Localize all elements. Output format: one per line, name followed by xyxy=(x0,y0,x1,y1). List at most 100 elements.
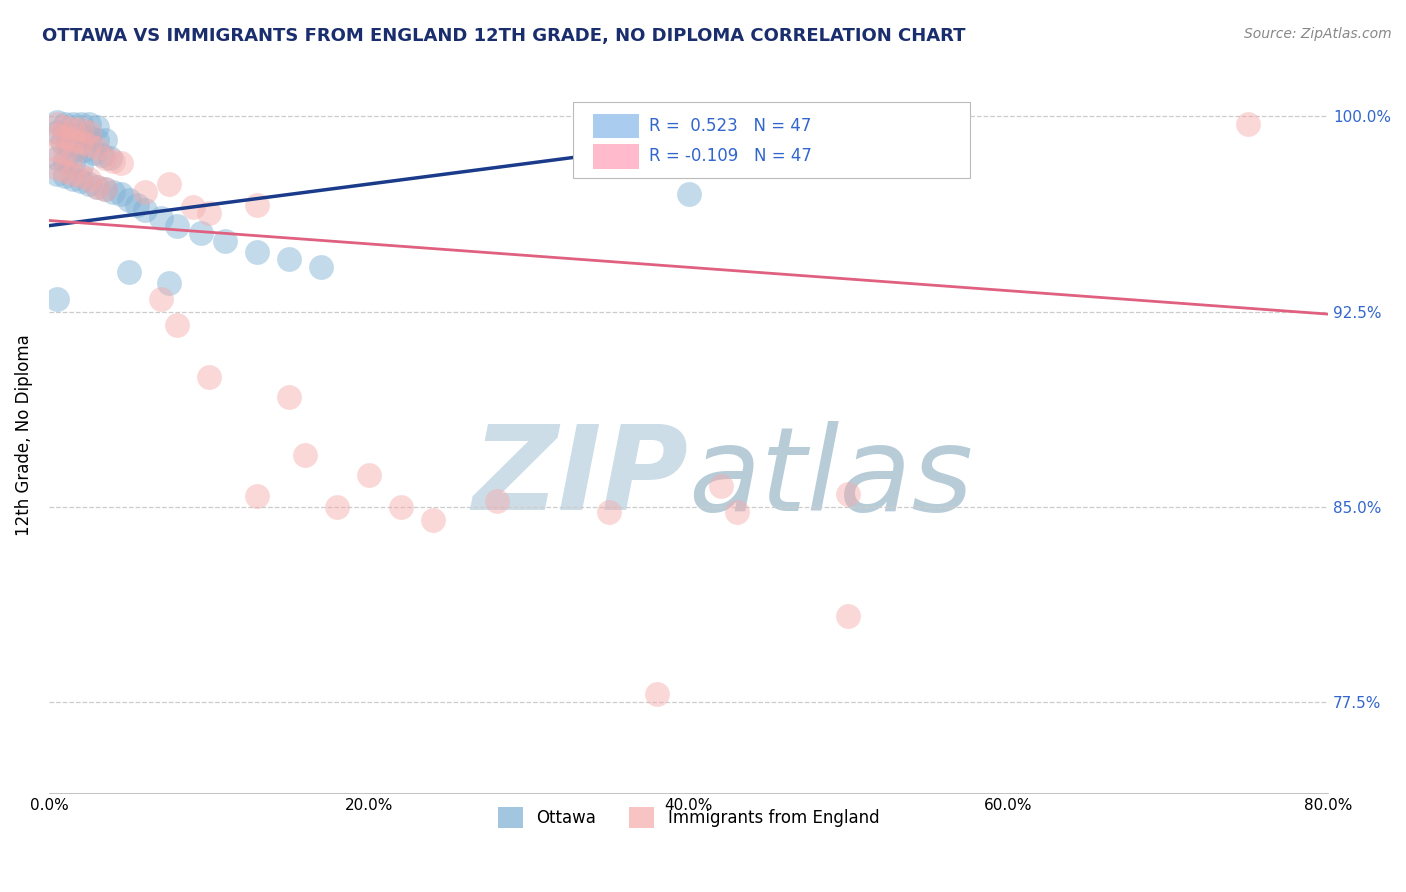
Text: atlas: atlas xyxy=(689,421,973,535)
Point xyxy=(485,494,508,508)
Point xyxy=(46,125,69,139)
Point xyxy=(62,156,84,170)
Point xyxy=(62,128,84,142)
Point xyxy=(157,177,180,191)
Point xyxy=(53,120,76,134)
Point xyxy=(70,136,93,150)
Point xyxy=(46,292,69,306)
Point xyxy=(62,117,84,131)
Point xyxy=(149,292,172,306)
Point xyxy=(53,145,76,160)
Point xyxy=(62,167,84,181)
Point xyxy=(46,161,69,176)
Point xyxy=(46,114,69,128)
Point xyxy=(56,138,79,153)
Point xyxy=(51,136,73,150)
Point xyxy=(53,169,76,184)
Point xyxy=(77,125,100,139)
Point xyxy=(70,122,93,136)
Point xyxy=(157,276,180,290)
Point xyxy=(90,148,112,162)
Point xyxy=(94,182,117,196)
Point xyxy=(46,117,69,131)
Point xyxy=(837,486,859,500)
Point xyxy=(198,205,221,219)
Legend: Ottawa, Immigrants from England: Ottawa, Immigrants from England xyxy=(491,801,886,834)
Point xyxy=(725,505,748,519)
Point xyxy=(77,177,100,191)
Point xyxy=(53,153,76,168)
Point xyxy=(83,145,105,160)
Point xyxy=(246,198,269,212)
Point xyxy=(98,151,121,165)
Point xyxy=(110,187,132,202)
FancyBboxPatch shape xyxy=(592,114,638,138)
Point xyxy=(326,500,349,514)
Point xyxy=(101,185,124,199)
Point xyxy=(46,151,69,165)
Point xyxy=(166,318,188,332)
Point xyxy=(53,130,76,145)
Point xyxy=(62,122,84,136)
Point xyxy=(125,198,148,212)
Point xyxy=(198,369,221,384)
Point xyxy=(166,219,188,233)
Point xyxy=(190,227,212,241)
Point xyxy=(118,193,141,207)
Point xyxy=(62,133,84,147)
Point xyxy=(1237,117,1260,131)
Point xyxy=(101,153,124,168)
Point xyxy=(86,120,108,134)
Point xyxy=(73,143,96,157)
Point xyxy=(77,138,100,153)
Point xyxy=(53,117,76,131)
Point xyxy=(70,128,93,142)
Point xyxy=(277,390,299,404)
Text: ZIP: ZIP xyxy=(472,420,689,535)
Point xyxy=(294,448,316,462)
Text: OTTAWA VS IMMIGRANTS FROM ENGLAND 12TH GRADE, NO DIPLOMA CORRELATION CHART: OTTAWA VS IMMIGRANTS FROM ENGLAND 12TH G… xyxy=(42,27,966,45)
Point xyxy=(46,128,69,142)
FancyBboxPatch shape xyxy=(592,145,638,169)
Point xyxy=(62,148,84,162)
Text: R =  0.523   N = 47: R = 0.523 N = 47 xyxy=(650,117,811,135)
Point xyxy=(46,143,69,157)
Point xyxy=(309,260,332,275)
Point xyxy=(77,117,100,131)
Point xyxy=(70,174,93,188)
Point xyxy=(86,179,108,194)
Point xyxy=(837,608,859,623)
Text: Source: ZipAtlas.com: Source: ZipAtlas.com xyxy=(1244,27,1392,41)
Point xyxy=(94,182,117,196)
Point xyxy=(246,489,269,503)
Point xyxy=(645,687,668,701)
Y-axis label: 12th Grade, No Diploma: 12th Grade, No Diploma xyxy=(15,334,32,536)
Point xyxy=(77,130,100,145)
Point xyxy=(70,159,93,173)
Point xyxy=(53,125,76,139)
Point xyxy=(94,133,117,147)
Point xyxy=(77,172,100,186)
Point xyxy=(86,133,108,147)
Point xyxy=(110,156,132,170)
Point xyxy=(422,512,444,526)
Point xyxy=(118,265,141,279)
Point xyxy=(62,172,84,186)
Point xyxy=(709,479,731,493)
Point xyxy=(70,169,93,184)
Point xyxy=(598,505,620,519)
Point xyxy=(70,117,93,131)
FancyBboxPatch shape xyxy=(574,103,970,178)
Point xyxy=(134,185,156,199)
Point xyxy=(678,187,700,202)
Point xyxy=(181,201,204,215)
Point xyxy=(66,141,89,155)
Text: R = -0.109   N = 47: R = -0.109 N = 47 xyxy=(650,147,811,166)
Point xyxy=(86,179,108,194)
Point xyxy=(357,468,380,483)
Point xyxy=(46,167,69,181)
Point xyxy=(86,141,108,155)
Point xyxy=(94,151,117,165)
Point xyxy=(277,252,299,267)
Point xyxy=(134,203,156,218)
